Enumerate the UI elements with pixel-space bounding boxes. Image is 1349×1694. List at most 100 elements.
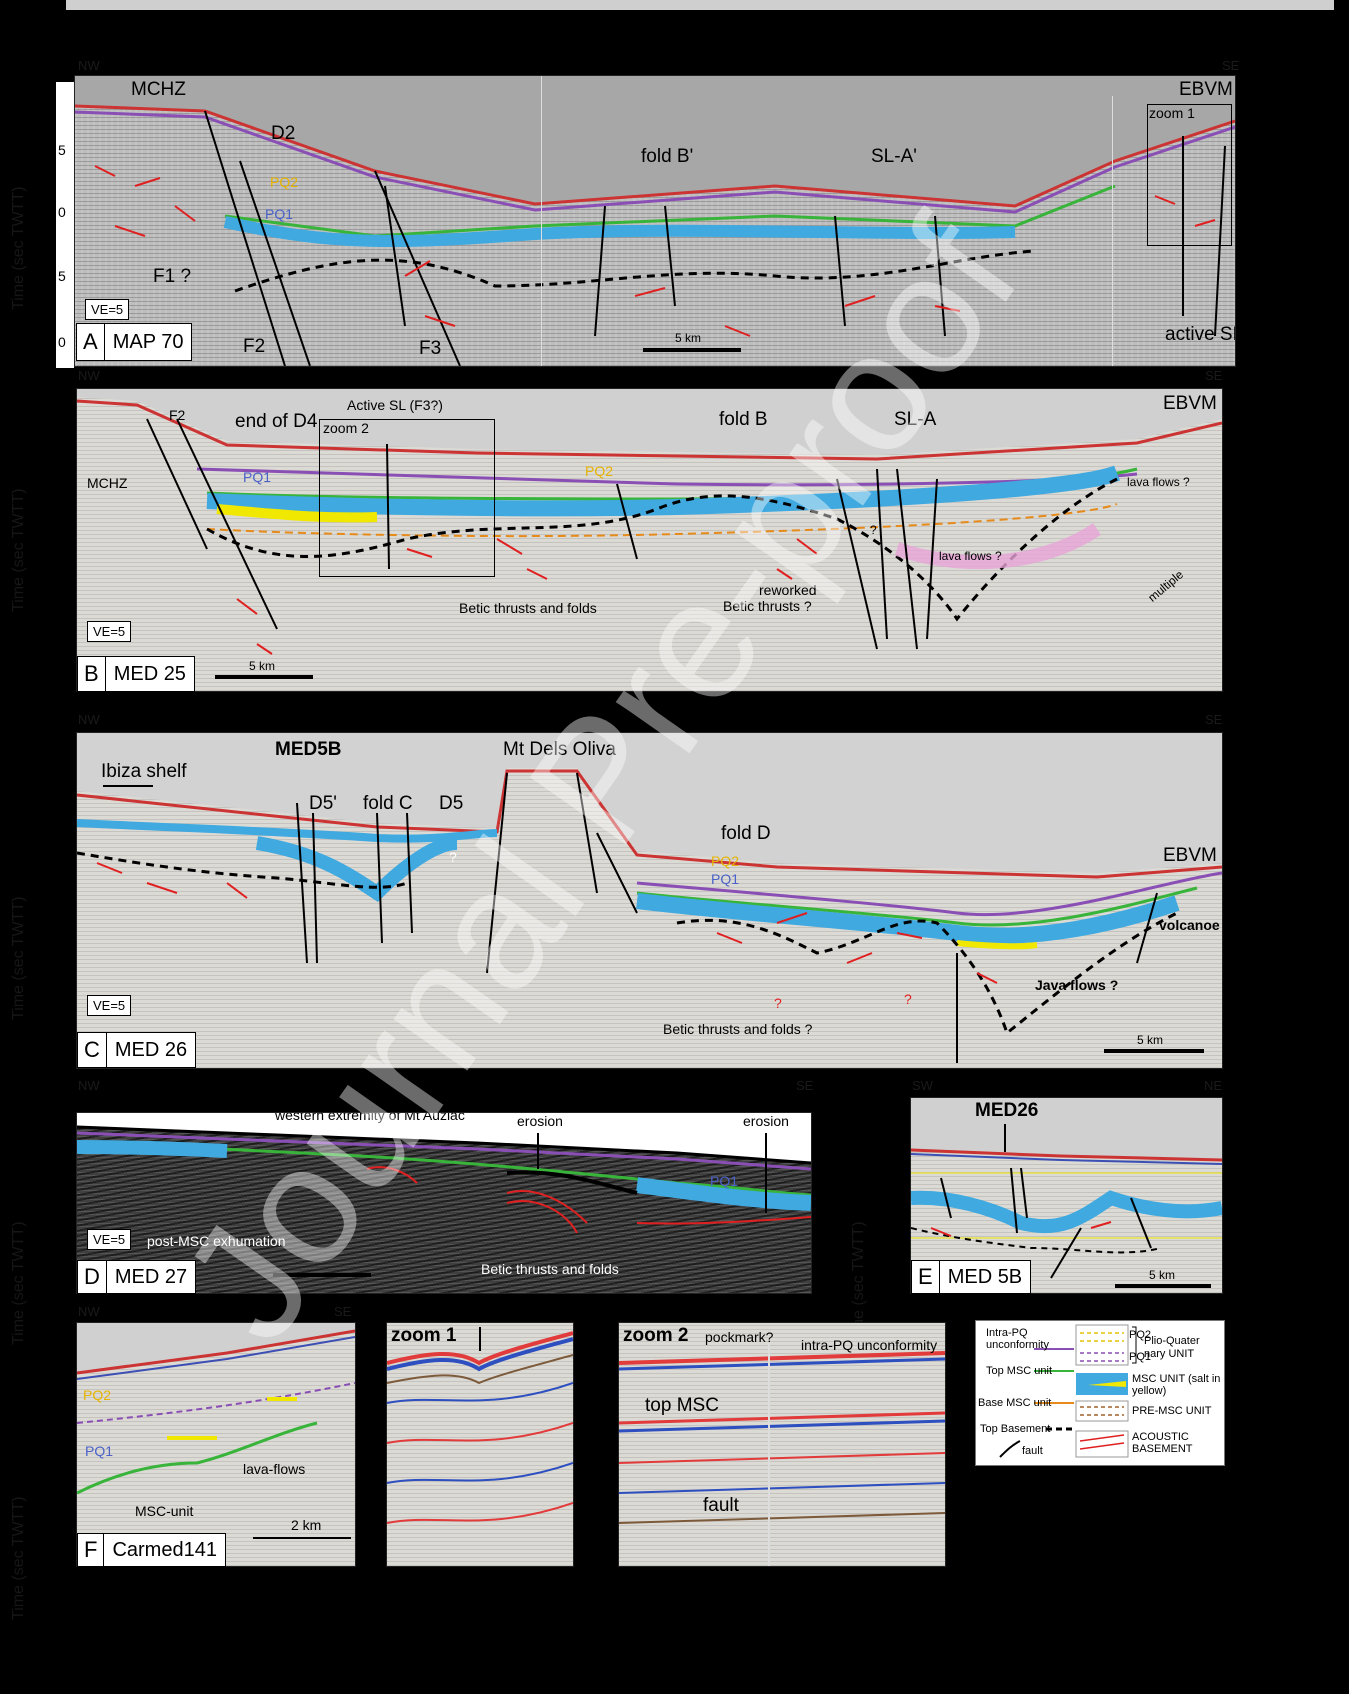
label-western-extremity: western extremity of Mt Auziac <box>275 1112 465 1123</box>
panel-f-nw: NW <box>78 1304 100 1319</box>
panel-d-nw: NW <box>78 1078 100 1093</box>
label-sl-a: SL-A <box>894 409 937 430</box>
legend-fault: fault <box>1022 1445 1043 1457</box>
label-mchz-b: MCHZ <box>87 475 128 491</box>
label-med26-e: MED26 <box>975 1100 1039 1121</box>
ve-b: VE=5 <box>87 621 132 642</box>
erosion-arrow-2 <box>765 1133 767 1213</box>
panel-b-nw: NW <box>78 368 100 383</box>
label-msc-f: MSC-unit <box>135 1503 194 1519</box>
panel-a-se: SE <box>1222 58 1240 73</box>
panel-b-seismic: F2 end of D4 Active SL (F3?) zoom 2 MCHZ… <box>76 388 1223 692</box>
label-pq1-d: PQ1 <box>710 1173 739 1189</box>
legend-top-basement: Top Basement <box>980 1423 1051 1435</box>
ve-c: VE=5 <box>87 995 132 1016</box>
legend-base-msc: Base MSC unit <box>978 1397 1052 1409</box>
legend-pre-msc: PRE-MSC UNIT <box>1132 1405 1212 1417</box>
legend-top-msc: Top MSC unit <box>986 1365 1053 1377</box>
label-ibiza: Ibiza shelf <box>101 761 187 782</box>
zoom1-arrow <box>479 1327 481 1351</box>
label-active-sl-b: Active SL (F3?) <box>347 397 443 413</box>
label-active-sl-a: active SL <box>1165 324 1236 345</box>
legend-plio: Plio-Quater nary UNIT <box>1144 1335 1200 1360</box>
legend-acoustic: ACOUSTIC BASEMENT <box>1132 1431 1193 1455</box>
panel-b-name: MED 25 <box>113 662 186 685</box>
panel-c-nw: NW <box>78 712 100 727</box>
label-q1-c: ? <box>449 849 457 865</box>
label-f2-a: F2 <box>243 336 266 357</box>
label-ebvm-b: EBVM <box>1163 393 1217 414</box>
panel-f-name: Carmed141 <box>112 1538 217 1561</box>
panel-c-letter: C <box>78 1033 107 1067</box>
legend: Intra-PQ unconformity PQ2 PQ1 Plio-Quate… <box>975 1320 1225 1466</box>
label-mchz-a: MCHZ <box>131 79 186 100</box>
panel-d-name: MED 27 <box>114 1265 188 1288</box>
label-fold-b: fold B <box>719 409 768 430</box>
label-pq2-f: PQ2 <box>83 1387 112 1403</box>
panel-e-id: E MED 5B <box>911 1260 1032 1294</box>
label-betic-c: Betic thrusts and folds ? <box>663 1021 813 1037</box>
label-ebvm-c: EBVM <box>1163 845 1217 866</box>
panel-e-letter: E <box>912 1261 940 1293</box>
panel-a-nw: NW <box>78 58 100 73</box>
tick-a-1: 5 <box>58 142 66 158</box>
panel-d-id: D MED 27 <box>77 1260 197 1294</box>
label-lava2-b: lava flows ? <box>939 549 1002 563</box>
label-end-d4: end of D4 <box>235 411 318 432</box>
label-q3-c: ? <box>904 991 912 1007</box>
zoom2-intra-pq: intra-PQ unconformity <box>801 1337 938 1353</box>
label-erosion-1: erosion <box>517 1113 563 1129</box>
panel-a-letter: A <box>77 324 105 360</box>
label-d5prime: D5' <box>309 793 337 814</box>
label-f2-b: F2 <box>169 407 186 423</box>
panel-b-letter: B <box>78 657 106 691</box>
label-pq1-f: PQ1 <box>85 1443 114 1459</box>
tick-a-4: 0 <box>58 334 66 350</box>
label-fold-d: fold D <box>721 823 771 844</box>
label-betic-b: Betic thrusts and folds <box>459 600 597 616</box>
label-d5: D5 <box>439 793 464 814</box>
ibiza-arrow <box>103 785 153 787</box>
ve-d: VE=5 <box>87 1229 132 1250</box>
zoom2-fault: fault <box>703 1495 739 1516</box>
zoom2-top-msc: top MSC <box>645 1395 719 1416</box>
panel-f-se: SE <box>334 1304 352 1319</box>
scalebar-a <box>643 348 741 352</box>
label-reworked: reworked <box>759 582 817 598</box>
panel-c-name: MED 26 <box>114 1038 188 1061</box>
label-mt-dels-oliva: Mt Dels Oliva <box>503 739 616 760</box>
panel-f-id: F Carmed141 <box>77 1533 226 1567</box>
label-lava-c: Java flows ? <box>1035 977 1119 993</box>
label-pq1-c: PQ1 <box>711 871 740 887</box>
panel-b-id: B MED 25 <box>77 656 195 692</box>
panel-a-axis-strip: 5 0 5 0 <box>56 82 74 368</box>
scale-label-b: 5 km <box>249 659 276 673</box>
zoom2-panel: zoom 2 pockmark? intra-PQ unconformity t… <box>618 1322 946 1567</box>
scalebar-c <box>1104 1049 1204 1053</box>
panel-e-seismic: MED26 5 km <box>910 1097 1223 1294</box>
ve-a: VE=5 <box>85 299 130 320</box>
axis-label-c: Time (sec TWTT) <box>10 896 27 1020</box>
panel-b-se: SE <box>1205 368 1223 383</box>
label-betic-thrusts-b2: Betic thrusts ? <box>723 598 812 614</box>
label-betic-d: Betic thrusts and folds <box>481 1261 619 1277</box>
tick-a-3: 5 <box>58 268 66 284</box>
panel-d-se: SE <box>796 1078 814 1093</box>
legend-pq1: PQ1 <box>1129 1351 1152 1363</box>
label-zoom1-a: zoom 1 <box>1149 105 1195 121</box>
label-pq2-a: PQ2 <box>270 174 299 190</box>
panel-a-id: A MAP 70 <box>76 323 193 361</box>
label-f1: F1 ? <box>153 266 192 287</box>
panel-e-name: MED 5B <box>947 1265 1023 1288</box>
label-lava1-b: lava flows ? <box>1127 475 1190 489</box>
scalebar-d <box>273 1273 371 1277</box>
label-pq1-a: PQ1 <box>265 206 294 222</box>
panel-e-ne: NE <box>1204 1078 1223 1093</box>
zoom2-pockmark: pockmark? <box>705 1329 774 1345</box>
zoom2-title: zoom 2 <box>623 1325 689 1346</box>
label-zoom2-b: zoom 2 <box>323 420 369 436</box>
legend-pq2: PQ2 <box>1129 1329 1152 1341</box>
label-post-msc: post-MSC exhumation <box>147 1233 286 1249</box>
panel-f-seismic: PQ2 PQ1 lava-flows MSC-unit 2 km <box>76 1322 356 1567</box>
med26-marker <box>1004 1124 1006 1152</box>
